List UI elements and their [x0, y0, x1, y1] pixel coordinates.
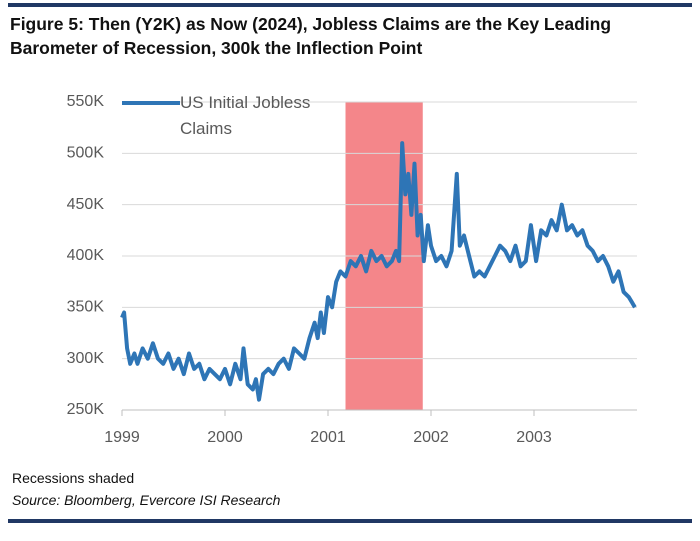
source: Source: Bloomberg, Evercore ISI Research — [12, 492, 281, 508]
x-tick-label: 2002 — [413, 429, 449, 446]
y-tick-label: 500K — [67, 145, 105, 162]
y-tick-label: 250K — [67, 401, 105, 418]
y-tick-label: 450K — [67, 196, 105, 213]
y-tick-label: 550K — [67, 93, 105, 110]
y-tick-label: 300K — [67, 350, 105, 367]
bottom-rule — [8, 519, 692, 523]
x-tick-label: 2003 — [516, 429, 552, 446]
x-tick-label: 2001 — [310, 429, 346, 446]
y-tick-label: 350K — [67, 299, 105, 316]
x-tick-label: 1999 — [104, 429, 140, 446]
note: Recessions shaded — [12, 470, 135, 486]
data-line — [120, 141, 637, 402]
y-tick-label: 400K — [67, 247, 105, 264]
chart-title: Figure 5: Then (Y2K) as Now (2024), Jobl… — [10, 14, 612, 58]
legend-label: US Initial Jobless Claims — [180, 93, 311, 138]
top-rule — [8, 3, 692, 7]
x-tick-label: 2000 — [207, 429, 243, 446]
